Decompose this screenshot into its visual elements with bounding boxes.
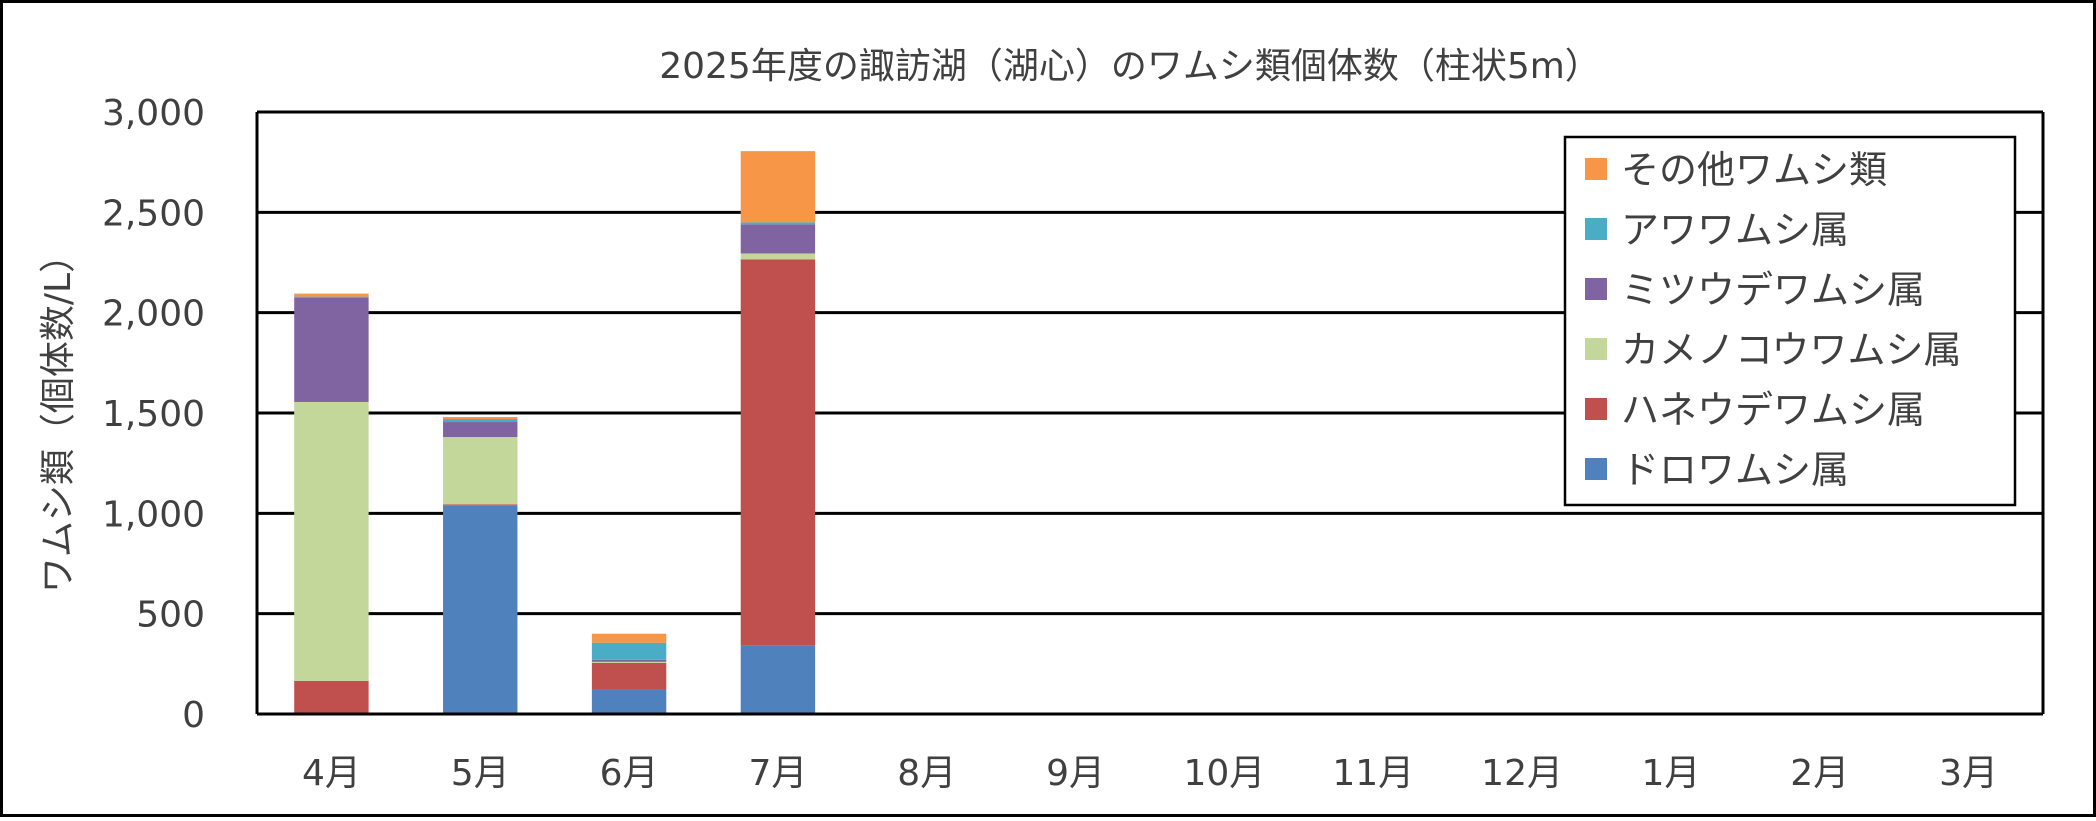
legend-swatch [1585, 338, 1607, 360]
legend-label: アワワムシ属 [1621, 208, 1849, 252]
bar-segment [443, 419, 518, 423]
x-tick-label: 3月 [1939, 753, 1998, 794]
bar-segment [443, 437, 518, 505]
x-tick-label: 6月 [600, 753, 659, 794]
y-tick-label: 1,500 [102, 394, 205, 435]
x-tick-label: 5月 [451, 753, 510, 794]
x-tick-label: 8月 [897, 753, 956, 794]
bar-segment [443, 505, 518, 714]
bar-segment [294, 296, 369, 298]
bar-segment [294, 293, 369, 297]
bar-segment [591, 659, 667, 662]
bar-segment [740, 253, 816, 260]
bar-segment [443, 422, 518, 438]
x-tick-label: 1月 [1641, 753, 1700, 794]
y-tick-label: 500 [136, 595, 205, 636]
x-tick-label: 4月 [302, 753, 361, 794]
legend-box [1563, 135, 2017, 507]
bar-segment [591, 661, 667, 663]
chart-title: 2025年度の諏訪湖（湖心）のワムシ類個体数（柱状5m） [659, 46, 1601, 87]
bar-segment [740, 259, 816, 646]
legend-swatch [1585, 218, 1607, 240]
bar-segment [443, 504, 518, 506]
bar-segment [294, 297, 369, 402]
bar-segment [591, 689, 667, 714]
bar-segment [591, 642, 667, 660]
legend-swatch [1585, 398, 1607, 420]
legend-label: その他ワムシ類 [1621, 148, 1887, 192]
y-tick-label: 2,500 [102, 193, 205, 234]
y-tick-label: 0 [182, 695, 205, 736]
legend-label: ドロワムシ属 [1621, 448, 1849, 492]
bar-segment [740, 151, 816, 223]
legend-swatch [1585, 278, 1607, 300]
bar-segment [591, 633, 667, 643]
y-axis-title: ワムシ類（個体数/L） [38, 237, 79, 593]
y-tick-label: 3,000 [102, 93, 205, 134]
legend: その他ワムシ類アワワムシ属ミツウデワムシ属カメノコウワムシ属ハネウデワムシ属ドロ… [1563, 135, 2017, 507]
legend-label: ミツウデワムシ属 [1621, 268, 1925, 312]
x-tick-label: 9月 [1046, 753, 1105, 794]
x-tick-label: 12月 [1481, 753, 1563, 794]
bar-segment [740, 224, 816, 254]
bar-segment [443, 417, 518, 420]
bar-segment [740, 645, 816, 714]
bar-segment [740, 222, 816, 225]
legend-label: ハネウデワムシ属 [1621, 388, 1925, 432]
bar-segment [591, 662, 667, 690]
bars [294, 151, 816, 714]
bar-segment [294, 401, 369, 681]
legend-swatch [1585, 458, 1607, 480]
y-tick-label: 2,000 [102, 294, 205, 335]
legend-swatch [1585, 158, 1607, 180]
bar-segment [294, 680, 369, 714]
x-tick-label: 7月 [748, 753, 807, 794]
x-tick-label: 2月 [1790, 753, 1849, 794]
legend-label: カメノコウワムシ属 [1621, 328, 1961, 372]
x-tick-label: 11月 [1332, 753, 1414, 794]
y-tick-label: 1,000 [102, 494, 205, 535]
x-tick-label: 10月 [1184, 753, 1266, 794]
axes: 0 500 1,000 1,500 2,000 2,500 3,000 4月 5月 6月 7月 8月 9… [102, 93, 2045, 794]
